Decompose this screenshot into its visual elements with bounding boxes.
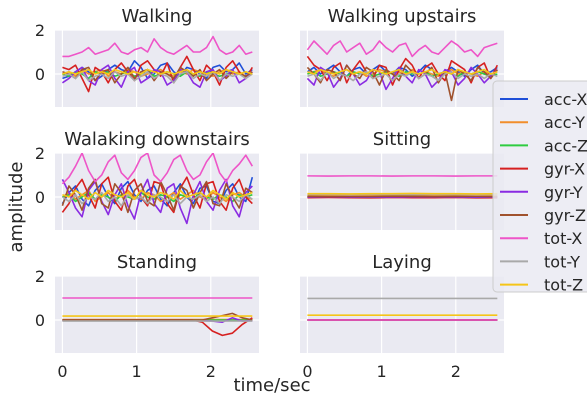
series-group: [307, 297, 498, 321]
subplot-title: Walaking downstairs: [64, 129, 250, 150]
series-line-tot-y: [61, 191, 253, 207]
subplot-title: Walking upstairs: [328, 6, 477, 27]
x-tick-label: 1: [377, 362, 387, 381]
legend-label: acc-Z: [544, 136, 587, 155]
series-line-tot-z: [62, 189, 253, 200]
legend-item-tot-y: tot-Y: [500, 252, 580, 271]
series-group: [62, 297, 253, 337]
legend-item-acc-x: acc-X: [500, 90, 587, 109]
subplot-2: Walking upstairs: [300, 6, 504, 107]
series-line-tot-x: [306, 40, 498, 58]
series-line-gyr-y: [61, 178, 253, 225]
series-line-tot-x: [61, 153, 254, 185]
x-axis-label: time/sec: [233, 375, 310, 396]
series-line-tot-y: [62, 71, 253, 84]
series-group: [61, 153, 254, 225]
series-group: [306, 40, 499, 102]
x-tick-label: 0: [302, 362, 312, 381]
series-line-tot-x: [62, 35, 253, 58]
legend-label: gyr-Z: [544, 206, 586, 225]
legend-label: tot-Z: [544, 276, 583, 295]
legend-label: acc-X: [544, 90, 587, 109]
subplot-3: Walaking downstairs 0 2: [35, 129, 259, 230]
series-line-tot-z: [307, 68, 498, 75]
subplot-title: Walking: [122, 6, 193, 27]
y-axis-label: amplitude: [6, 162, 27, 253]
legend-item-tot-z: tot-Z: [500, 276, 583, 295]
x-tick-label: 1: [132, 362, 142, 381]
series-line-tot-y: [307, 71, 498, 82]
legend-item-gyr-y: gyr-Y: [500, 183, 583, 202]
subplots: Walking 0 2 Walking upstairs Walaking downst…: [35, 6, 504, 381]
series-group: [307, 175, 498, 199]
legend-item-gyr-x: gyr-X: [500, 160, 585, 179]
y-tick-label: 0: [35, 311, 45, 330]
subplot-5: Standing 0 1 2 0 2: [35, 252, 259, 381]
subplot-title: Sitting: [373, 129, 431, 150]
y-tick-label: 0: [35, 188, 45, 207]
legend: acc-X acc-Y acc-Z gyr-X gyr-Y gyr-Z tot-X tot-Y…: [492, 80, 587, 295]
subplot-6: Laying 0 1 2: [300, 252, 504, 381]
x-tick-label: 0: [57, 362, 67, 381]
legend-label: tot-X: [544, 229, 582, 248]
subplot-4: Sitting: [300, 129, 504, 230]
x-tick-label: 2: [451, 362, 461, 381]
y-tick-label: 2: [35, 267, 45, 286]
series-line-tot-z: [62, 68, 253, 75]
y-tick-label: 2: [35, 21, 45, 40]
legend-label: gyr-X: [544, 160, 585, 179]
subplot-title: Laying: [372, 252, 432, 273]
legend-item-acc-z: acc-Z: [500, 136, 587, 155]
y-tick-label: 2: [35, 144, 45, 163]
legend-label: tot-Y: [544, 252, 580, 271]
legend-label: gyr-Y: [544, 183, 583, 202]
subplot-title: Standing: [117, 252, 197, 273]
legend-label: acc-Y: [544, 113, 585, 132]
plot-area: [300, 153, 504, 230]
series-group: [61, 35, 254, 93]
legend-frame: [492, 80, 587, 293]
legend-item-acc-y: acc-Y: [500, 113, 585, 132]
y-tick-label: 0: [35, 65, 45, 84]
legend-item-tot-x: tot-X: [500, 229, 582, 248]
x-tick-label: 2: [206, 362, 216, 381]
legend-item-gyr-z: gyr-Z: [500, 206, 586, 225]
subplot-1: Walking 0 2: [35, 6, 259, 107]
